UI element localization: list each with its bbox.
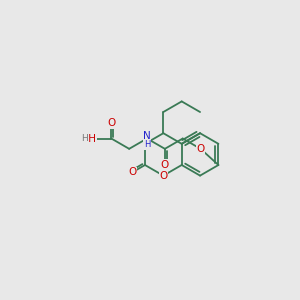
- Text: O: O: [196, 144, 205, 154]
- Text: O: O: [128, 167, 136, 177]
- Text: H: H: [144, 140, 150, 149]
- Text: OH: OH: [80, 134, 96, 143]
- Text: H: H: [81, 134, 88, 143]
- Text: O: O: [159, 171, 167, 181]
- Text: O: O: [107, 118, 116, 128]
- Text: O: O: [161, 160, 169, 170]
- Text: N: N: [143, 131, 151, 141]
